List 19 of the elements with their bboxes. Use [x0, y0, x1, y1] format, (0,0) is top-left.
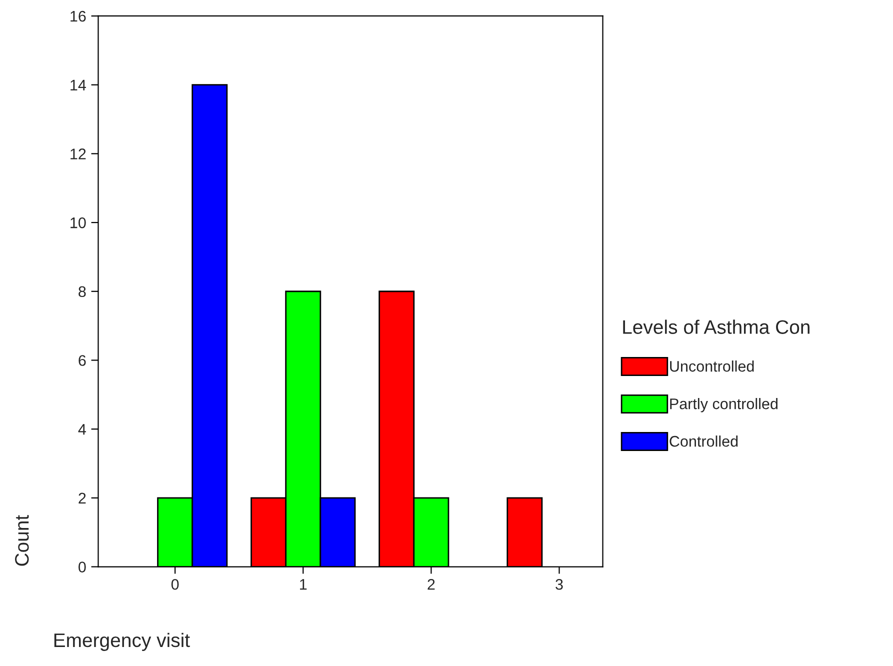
y-tick-label: 10	[70, 217, 86, 228]
y-axis-title: Count	[15, 515, 29, 566]
y-tick-label: 14	[70, 80, 86, 90]
legend-label: Partly controlled	[670, 398, 778, 412]
y-tick-label: 8	[78, 286, 86, 298]
legend-label: Uncontrolled	[670, 360, 754, 372]
y-tick-label: 6	[78, 355, 86, 366]
x-tick-label: 2	[428, 578, 435, 590]
x-tick-label: 1	[300, 579, 307, 590]
y-tick-label: 2	[78, 492, 86, 504]
legend-label: Controlled	[670, 436, 738, 447]
y-tick-label: 16	[70, 10, 86, 22]
x-tick-label: 3	[556, 578, 563, 590]
x-axis-title: Emergency visit	[54, 632, 190, 651]
y-tick-label: 4	[78, 424, 86, 435]
x-tick-label: 0	[171, 578, 179, 590]
y-tick-label: 12	[70, 148, 86, 160]
y-tick-label: 0	[78, 562, 86, 572]
legend-title: Levels of Asthma Con	[623, 320, 810, 334]
